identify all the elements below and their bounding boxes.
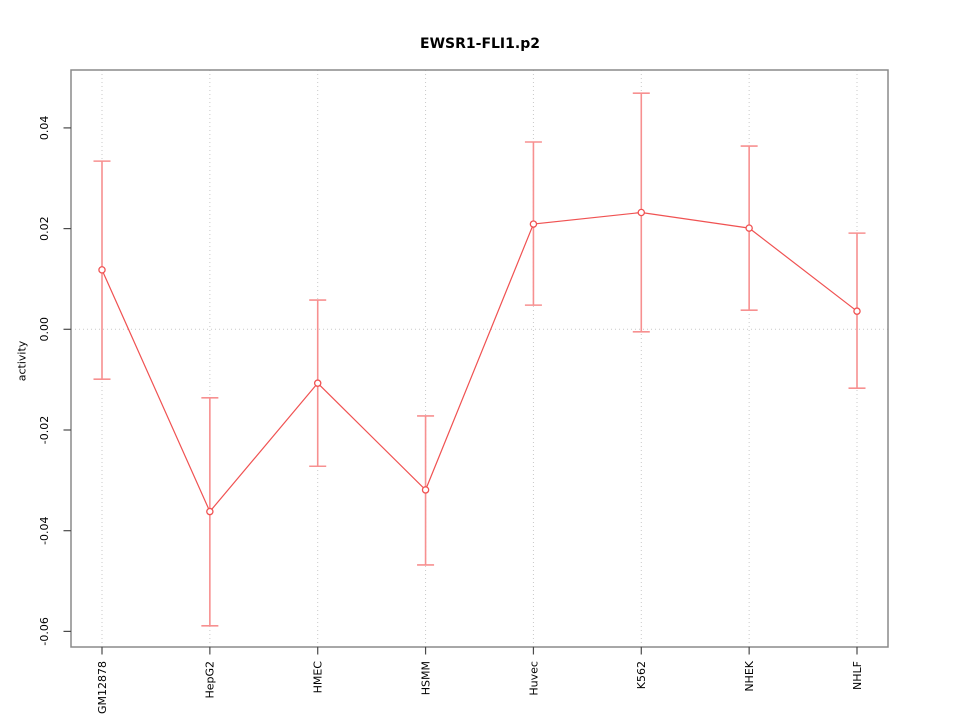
y-tick-label: 0.04 <box>38 116 51 141</box>
x-tick-label: Huvec <box>527 661 540 696</box>
chart-title: EWSR1-FLI1.p2 <box>420 36 540 52</box>
data-point <box>206 507 214 516</box>
x-tick-label: HSMM <box>419 661 432 695</box>
y-tick-label: 0.00 <box>38 317 51 342</box>
data-point <box>853 307 861 315</box>
data-point <box>529 220 538 228</box>
y-tick-label: 0.02 <box>38 216 51 241</box>
data-point <box>313 379 322 387</box>
data-point <box>98 266 106 274</box>
data-point <box>745 224 753 232</box>
plot-border <box>70 69 889 648</box>
x-tick-label: GM12878 <box>96 661 109 714</box>
x-tick-label: HepG2 <box>204 661 217 699</box>
y-tick-label: -0.06 <box>38 617 51 645</box>
series-line <box>101 211 858 513</box>
data-point <box>637 208 646 217</box>
x-tick-label: HMEC <box>312 661 325 694</box>
y-tick-label: -0.04 <box>38 516 51 544</box>
x-tick-label: NHEK <box>743 660 756 691</box>
y-tick-label: -0.02 <box>38 416 51 444</box>
x-tick-label: K562 <box>635 661 648 689</box>
x-tick-label: NHLF <box>851 661 864 690</box>
data-point <box>421 486 430 494</box>
